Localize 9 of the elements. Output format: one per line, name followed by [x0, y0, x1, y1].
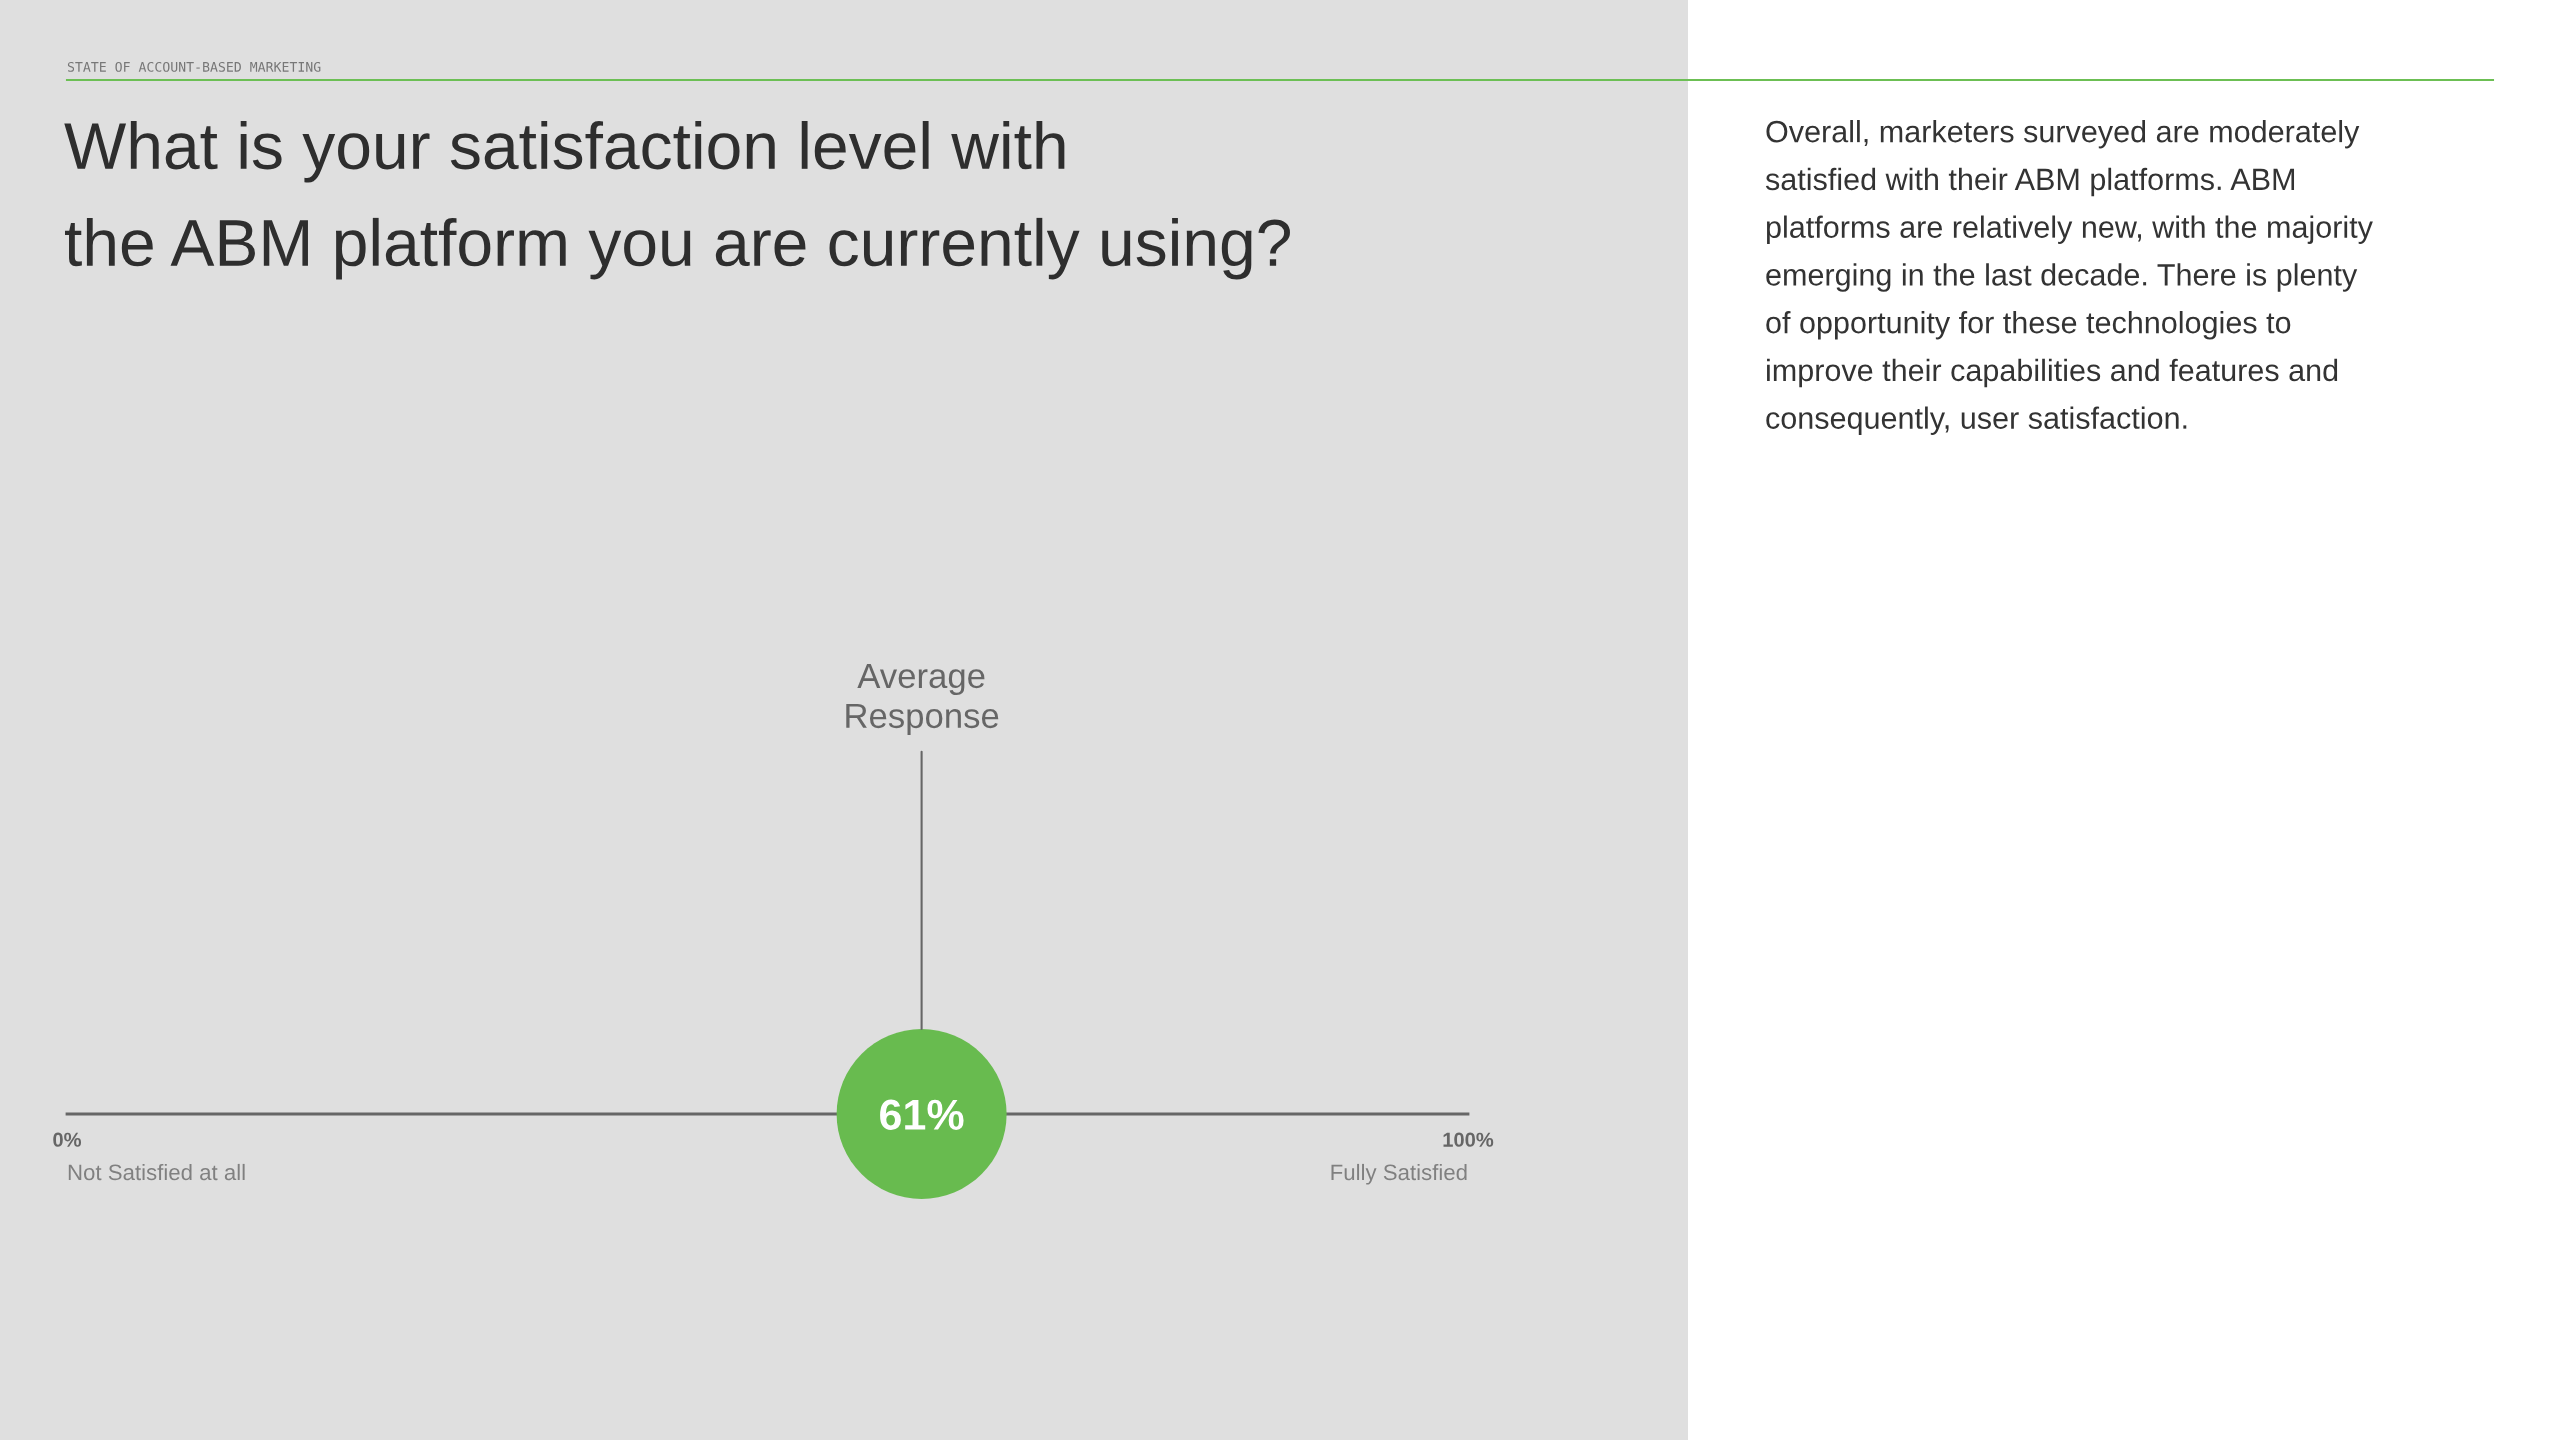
- chart-subtitle: STATE OF ACCOUNT-BASED MARKETING: [67, 61, 321, 72]
- x-tick-label: 100%: [1443, 1132, 1494, 1147]
- chart-title: What is your satisfaction level with the ABM platform you are currently using?: [64, 121, 1290, 280]
- x-tick-label: 0%: [53, 1132, 82, 1147]
- annotation: Not Satisfied at all: [68, 1163, 245, 1181]
- text: Overall, marketers surveyed are moderately satisfied with their ABM platforms. ABM platforms are relatively new, with the majority emerging in the last decade. There is plenty of opportunity for these technologies to improve their capabilities and features and consequently, user satisfaction.: [1765, 120, 2373, 435]
- data-label: 61%: [880, 1099, 964, 1131]
- annotation: Average Response: [846, 663, 999, 735]
- annotation: Fully Satisfied: [1331, 1163, 1467, 1185]
